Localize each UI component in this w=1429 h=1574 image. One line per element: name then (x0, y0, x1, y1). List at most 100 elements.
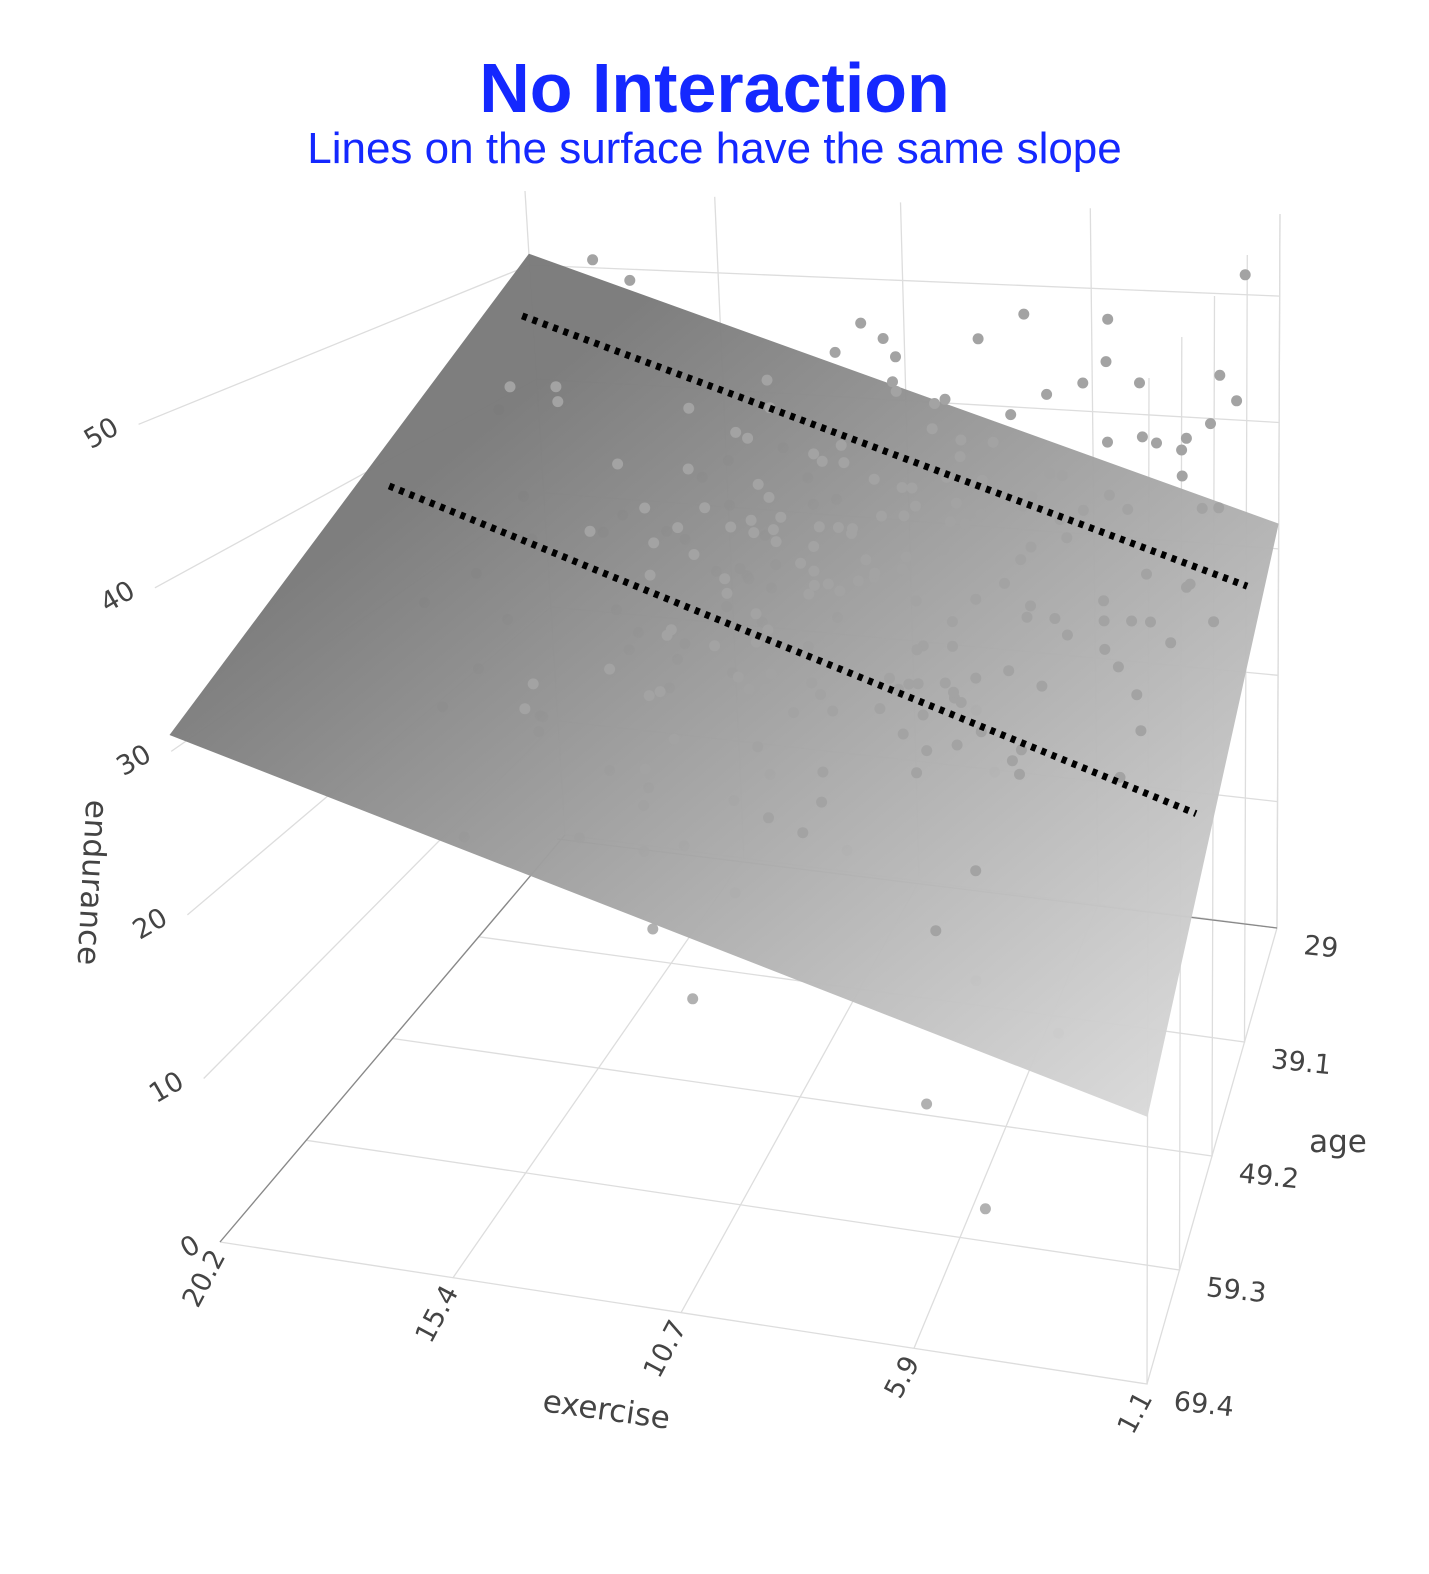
data-point (869, 567, 881, 579)
data-point (912, 678, 924, 690)
data-point (911, 644, 923, 656)
data-point (668, 733, 680, 745)
data-point (795, 557, 807, 569)
data-point (1122, 503, 1134, 515)
exercise-tick-label: 10.7 (638, 1315, 694, 1383)
data-point (1061, 629, 1073, 641)
data-point (1131, 689, 1143, 701)
data-point (743, 683, 755, 695)
data-point (827, 705, 839, 717)
data-point (832, 522, 844, 533)
data-point (1151, 437, 1162, 449)
data-point (639, 763, 651, 775)
data-point (838, 457, 850, 469)
data-point (527, 678, 539, 690)
data-point (817, 766, 829, 778)
data-point (624, 274, 636, 286)
data-point (745, 514, 757, 526)
data-point (763, 491, 775, 503)
data-point (955, 434, 967, 446)
data-point (834, 585, 846, 597)
age-tick-label: 29 (1302, 930, 1339, 964)
data-point (797, 827, 809, 839)
endurance-tick-label: 10 (144, 1066, 189, 1110)
data-point (877, 333, 889, 344)
data-point (999, 577, 1010, 589)
data-point (847, 523, 858, 535)
data-point (898, 510, 910, 522)
data-point (683, 402, 695, 414)
data-point (648, 537, 660, 549)
data-point (661, 629, 673, 641)
data-point (1005, 409, 1017, 421)
data-point (1006, 755, 1018, 767)
endurance-tick-label: 20 (128, 902, 173, 946)
data-point (1098, 595, 1110, 607)
data-point (1176, 444, 1188, 456)
data-point (1196, 502, 1208, 514)
data-point (550, 381, 562, 393)
data-point (1098, 615, 1110, 627)
data-point (1021, 611, 1033, 623)
exercise-tick-label: 1.1 (1112, 1387, 1160, 1439)
data-point (725, 521, 737, 533)
data-point (890, 385, 902, 397)
data-point (929, 398, 940, 409)
data-point (742, 432, 754, 444)
data-point (1103, 489, 1115, 501)
chart-subtitle: Lines on the surface have the same slope (307, 124, 1122, 173)
data-point (1239, 269, 1251, 281)
data-point (852, 575, 864, 587)
data-point (732, 671, 744, 683)
data-point (1044, 468, 1056, 480)
data-point (948, 686, 959, 698)
data-point (1061, 532, 1073, 544)
data-point (911, 767, 923, 779)
data-point (654, 686, 666, 698)
data-point (759, 683, 771, 695)
data-point (699, 502, 711, 514)
regression-surface-group (169, 253, 1279, 1117)
data-point (1134, 377, 1145, 389)
age-tick-label: 39.1 (1270, 1044, 1333, 1081)
data-point (808, 541, 820, 552)
data-point (921, 745, 933, 757)
endurance-tick-label: 50 (79, 412, 124, 456)
data-point (1026, 491, 1038, 503)
data-point (1003, 665, 1015, 677)
data-point (823, 634, 835, 646)
data-point (921, 1098, 933, 1110)
data-point (687, 993, 699, 1005)
data-point (890, 351, 901, 363)
data-point (1025, 541, 1037, 553)
age-tick-label: 69.4 (1172, 1386, 1235, 1423)
age-tick-label: 49.2 (1237, 1158, 1300, 1195)
data-point (1018, 308, 1030, 320)
data-point (1102, 436, 1113, 448)
data-point (1099, 643, 1111, 655)
data-point (788, 707, 800, 719)
data-point (775, 511, 787, 523)
data-point (897, 728, 909, 740)
data-point (752, 478, 764, 490)
data-point (808, 565, 820, 577)
data-point (896, 482, 908, 493)
data-point (644, 569, 656, 581)
data-point (868, 473, 880, 485)
data-point (900, 551, 912, 563)
data-point (1145, 616, 1156, 628)
data-point (767, 524, 779, 536)
data-point (1141, 568, 1152, 580)
data-point (1136, 431, 1148, 443)
data-point (947, 640, 958, 652)
data-point (1165, 637, 1177, 649)
data-point (761, 374, 773, 386)
data-point (519, 703, 531, 715)
data-point (762, 624, 774, 636)
data-point (1041, 388, 1053, 400)
data-point (730, 426, 742, 438)
data-point (721, 587, 733, 599)
data-point (504, 381, 516, 393)
